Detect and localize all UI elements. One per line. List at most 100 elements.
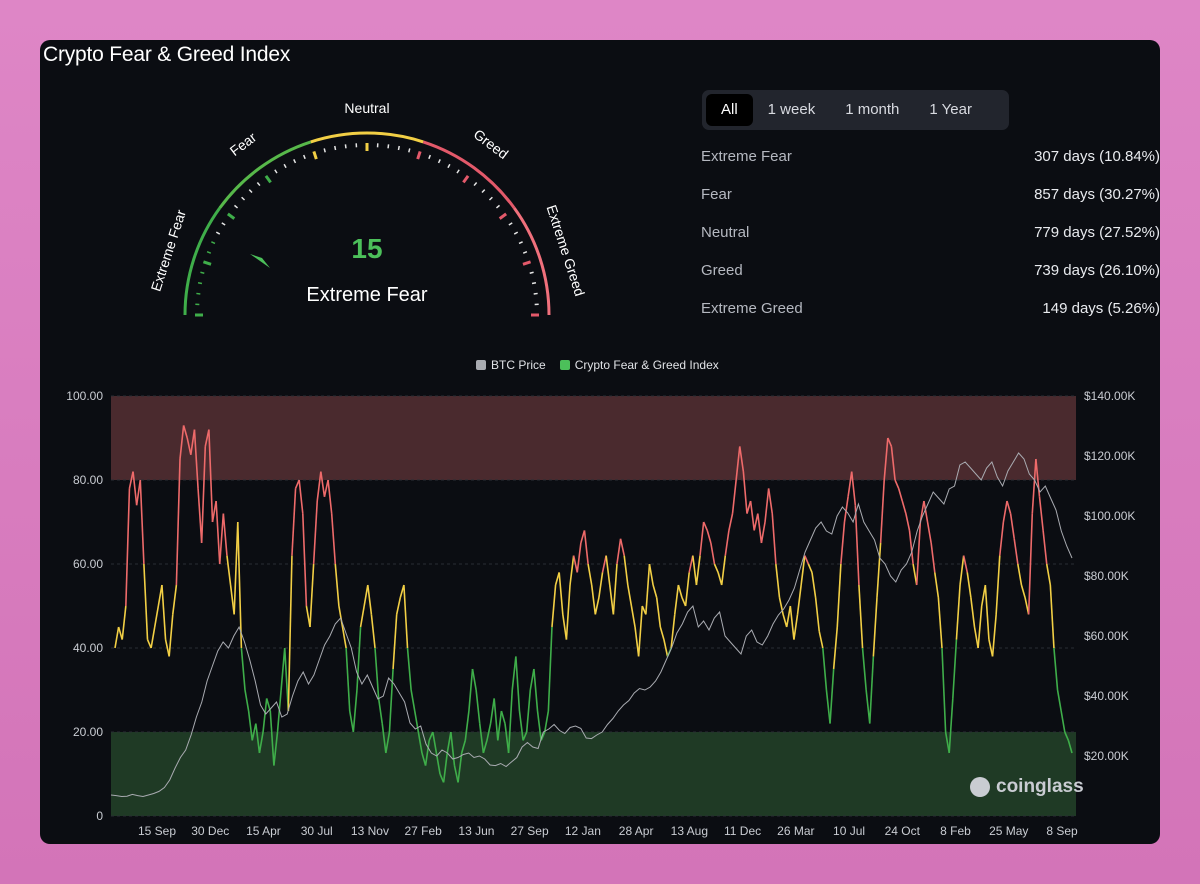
fng-segment [952,639,958,699]
stat-label: Extreme Greed [701,300,803,317]
fng-segment [724,530,730,556]
fng-segment [998,521,1005,556]
fng-segment [388,668,394,733]
fng-segment [991,614,997,657]
fng-segment [482,740,488,754]
fng-segment [796,584,802,615]
fng-segment [702,521,708,531]
fng-segment [692,555,698,586]
fng-segment [359,605,365,628]
fng-segment [876,542,882,598]
fng-segment [807,563,813,573]
fng-segment [381,723,387,754]
stat-value: 739 days (26.10%) [1034,262,1160,279]
gauge-tick [274,169,278,174]
fng-segment [717,572,723,586]
fng-segment [146,639,152,649]
fng-segment [280,647,286,691]
y-tick-right: $20.00K [1084,749,1129,763]
gauge-tick [437,159,441,164]
fng-segment [244,689,250,712]
fng-segment [500,710,506,724]
fng-segment [298,479,304,514]
gauge-tick [473,181,478,187]
fng-segment [594,597,600,615]
x-tick: 12 Jan [565,824,601,838]
x-tick: 11 Dec [724,824,761,838]
x-tick: 26 Mar [777,824,814,838]
fng-segment [995,555,1001,615]
series-fear-greed [114,425,1073,783]
fng-segment [533,668,539,712]
legend-swatch-btc [476,360,486,370]
fng-segment [753,513,759,531]
tab-1-year[interactable]: 1 Year [929,101,972,118]
stat-value: 307 days (10.84%) [1034,148,1160,165]
band-fear [111,732,1076,816]
fng-segment [977,605,983,649]
stat-label: Neutral [701,224,750,241]
fng-segment [793,614,799,640]
fng-segment [832,626,839,670]
fng-segment [291,488,297,556]
fng-segment [190,429,196,455]
gauge-tick [498,212,508,220]
fng-segment [677,584,683,598]
gauge-tick [264,174,272,184]
fng-segment [316,471,322,502]
fng-segment [785,605,792,628]
fng-segment [1013,538,1019,565]
fng-segment [540,731,546,741]
fng-segment [403,584,409,649]
legend-item-fng[interactable]: Crypto Fear & Greed Index [559,358,719,372]
fng-segment [728,513,734,531]
gauge-arc-segment [513,207,551,316]
stat-label: Greed [701,262,743,279]
fng-segment [663,639,669,657]
tab-all[interactable]: All [706,94,753,126]
fng-segment [829,668,835,724]
fng-segment [970,597,976,628]
gauge-ticks [183,131,551,317]
x-tick: 15 Sep [138,824,176,838]
fng-segment [453,765,459,783]
tab-1-month[interactable]: 1 month [845,101,900,118]
x-tick: 8 Feb [940,824,971,838]
y-tick-right: $40.00K [1084,689,1129,703]
fng-segment [959,555,965,586]
fng-segment [309,563,315,628]
gauge-tick [248,189,253,194]
fng-segment [406,647,412,691]
legend-item-btc[interactable]: BTC Price [476,358,546,372]
fng-segment [464,710,470,741]
fng-segment [345,647,351,712]
fng-segment [179,425,185,460]
watermark-text: coinglass [996,776,1084,797]
fng-segment [161,584,167,640]
fng-segment [720,555,727,586]
gauge-tick [408,148,411,153]
gauge-tick [200,271,205,274]
stat-value: 857 days (30.27%) [1034,186,1160,203]
y-tick-left: 60.00 [73,557,103,571]
fng-segment [688,555,694,573]
fng-segment [352,689,358,733]
fng-segment [598,572,604,598]
fng-segment [966,572,972,598]
gauge-value: 15 [351,233,382,264]
gauge-tick [215,231,221,235]
gauge-tick [241,196,246,201]
fng-segment [710,542,716,565]
fng-segment [1067,740,1073,754]
fng-segment [312,500,319,565]
fng-segment [590,584,597,615]
fng-segment [374,647,380,699]
fng-segment [356,626,362,691]
tab-1-week[interactable]: 1 week [767,101,816,118]
gauge-tick [531,282,537,285]
coinglass-logo-icon [970,777,990,797]
legend-label-btc: BTC Price [491,358,546,372]
fng-segment [868,656,875,724]
fng-segment [1060,710,1066,733]
fng-segment [980,584,987,607]
